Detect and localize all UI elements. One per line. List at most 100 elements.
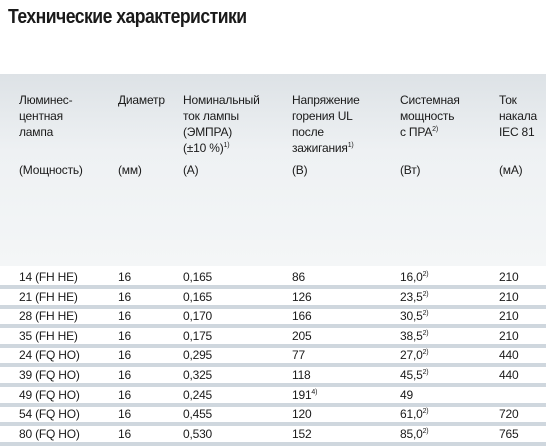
table-cell: 0,170 — [183, 309, 213, 324]
table-cell: 24 (FQ HO) — [19, 348, 80, 363]
header-line: Напряжение — [292, 93, 360, 107]
table-cell: 0,325 — [183, 368, 213, 382]
row-separator — [0, 422, 546, 427]
header-unit: (Мощность) — [19, 163, 83, 177]
header-line: ток лампы — [183, 109, 239, 123]
table-cell: 35 (FH HE) — [19, 328, 78, 343]
cell-text: 191 — [292, 387, 312, 402]
header-line: после — [292, 125, 324, 139]
cell-text: 38,5 — [400, 328, 423, 343]
footnote-mark: 1) — [347, 142, 354, 149]
table-cell: 210 — [499, 309, 519, 324]
footnote-mark: 2) — [432, 126, 438, 133]
header-background — [0, 74, 546, 266]
cell-text: 23,5 — [400, 289, 423, 304]
header-unit: (мм) — [118, 163, 142, 177]
header-line: горения UL — [292, 109, 353, 123]
table-cell: 440 — [499, 348, 519, 363]
header-line: накала — [499, 109, 537, 123]
table-cell: 440 — [499, 368, 519, 382]
footnote-mark: 2) — [422, 290, 429, 298]
table-cell: 39 (FQ HO) — [19, 368, 80, 382]
table-cell: 80 (FQ HO) — [19, 426, 80, 441]
table-cell: 16 — [118, 328, 131, 343]
table-cell: 166 — [292, 309, 312, 324]
footnote-mark: 2) — [422, 408, 429, 416]
row-separator — [0, 324, 546, 329]
table-cell: 0,530 — [183, 426, 213, 441]
footnote-mark: 4) — [311, 388, 318, 396]
footnote-mark: 2) — [422, 349, 429, 357]
table-cell: 0,455 — [183, 407, 213, 422]
row-separator — [0, 402, 546, 407]
header-line: с ПРА2) — [400, 124, 438, 140]
table-cell: 1914) — [292, 387, 317, 403]
cell-text: 27,0 — [400, 348, 423, 363]
header-line: центная — [19, 109, 63, 123]
table-cell: 28 (FH HE) — [19, 309, 78, 324]
footnote-mark: 2) — [422, 369, 429, 376]
table-cell: 16 — [118, 289, 131, 304]
row-separator — [0, 343, 546, 348]
table-cell: 118 — [292, 368, 311, 382]
table-cell: 21 (FH HE) — [19, 289, 78, 304]
table-cell: 61,02) — [400, 406, 429, 422]
header-line: Номинальный — [183, 93, 260, 107]
table-cell: 23,52) — [400, 289, 429, 305]
table-cell: 0,175 — [183, 328, 213, 343]
table-cell: 16 — [118, 348, 131, 363]
table-cell: 45,52) — [400, 367, 429, 383]
table-cell: 210 — [499, 270, 519, 284]
table-cell: 0,165 — [183, 270, 213, 284]
table-cell: 120 — [292, 407, 312, 422]
table-cell: 16 — [118, 270, 131, 284]
header-unit: (мА) — [499, 163, 523, 177]
cell-text: с ПРА — [400, 125, 433, 139]
table-cell: 85,02) — [400, 426, 429, 442]
table-cell: 16,02) — [400, 269, 429, 285]
row-separator — [0, 363, 546, 368]
header-line: (ЭМПРА) — [183, 125, 233, 139]
header-unit: (В) — [292, 163, 308, 177]
header-line: IEC 81 — [499, 125, 535, 139]
table-cell: 16 — [118, 309, 131, 324]
header-line: Ток — [499, 93, 517, 107]
table-cell: 152 — [292, 426, 312, 441]
table-cell: 0,245 — [183, 387, 213, 402]
table-cell: 16 — [118, 387, 131, 402]
table-cell: 27,02) — [400, 347, 429, 363]
table-cell: 54 (FQ HO) — [19, 407, 80, 422]
table-cell: 49 (FQ HO) — [19, 387, 80, 402]
cell-text: 30,5 — [400, 309, 423, 324]
header-line: мощность — [400, 109, 455, 123]
table-cell: 0,165 — [183, 289, 213, 304]
page-title: Технические характеристики — [8, 6, 247, 28]
footnote-mark: 1) — [223, 142, 230, 149]
table-cell: 210 — [499, 328, 519, 343]
row-separator — [0, 383, 546, 387]
table-cell: 16 — [118, 407, 131, 422]
table-cell: 86 — [292, 270, 305, 284]
footnote-mark: 2) — [422, 271, 429, 278]
table-cell: 14 (FH HE) — [19, 270, 78, 284]
row-separator — [0, 304, 546, 309]
footnote-mark: 2) — [422, 310, 429, 318]
table-cell: 126 — [292, 289, 312, 304]
table-cell: 16 — [118, 426, 131, 441]
footnote-mark: 2) — [422, 427, 429, 435]
header-line: (±10 %)1) — [183, 140, 230, 156]
table-cell: 38,52) — [400, 328, 429, 344]
header-line: Системная — [400, 93, 460, 107]
row-separator — [0, 441, 546, 446]
header-line: Люминес- — [19, 93, 73, 107]
cell-text: 61,0 — [400, 407, 423, 422]
header-line: Диаметр — [118, 93, 165, 107]
table-cell: 77 — [292, 348, 305, 363]
table-cell: 720 — [499, 407, 519, 422]
cell-text: 16,0 — [400, 270, 423, 284]
header-unit: (А) — [183, 163, 199, 177]
cell-text: (±10 %) — [183, 141, 224, 155]
row-separator — [0, 285, 546, 289]
cell-text: 45,5 — [400, 368, 423, 382]
